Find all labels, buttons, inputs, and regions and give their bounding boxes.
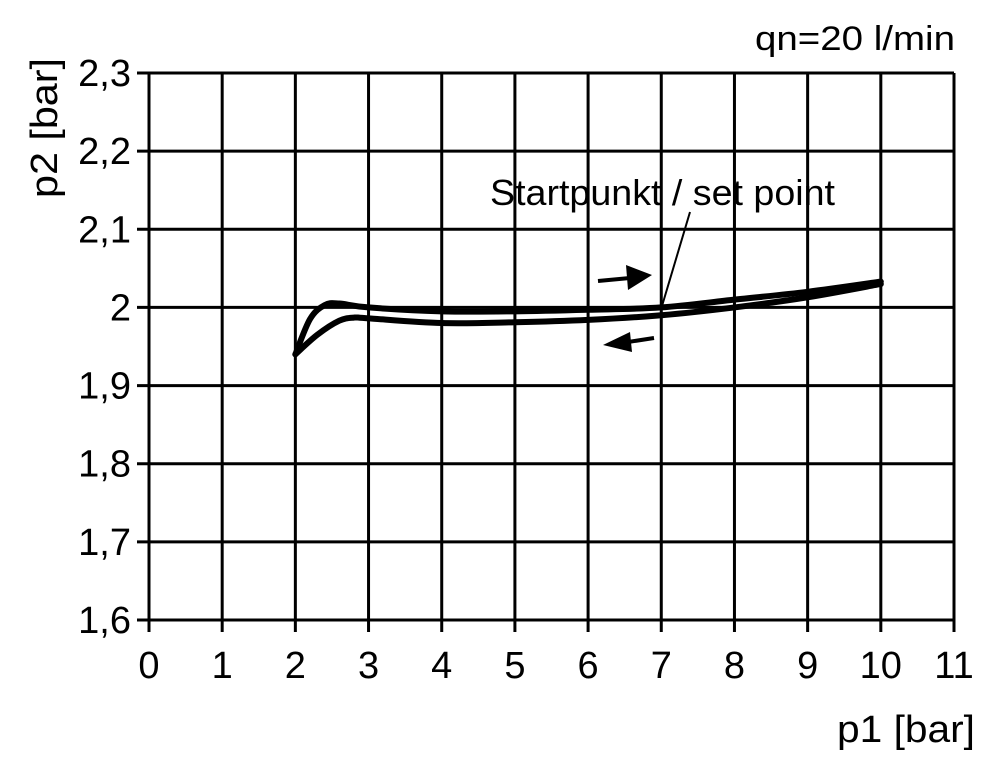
grid [137, 71, 956, 632]
set-point-leader-line [661, 211, 691, 307]
x-tick-label: 8 [724, 645, 745, 687]
series-group [292, 278, 884, 358]
tick-labels: 0 1 2 3 4 5 6 7 8 9 10 11 1,6 1,7 1,8 1,9 2 2,1 2,2 2,3 [78, 53, 974, 687]
y-tick-label: 1,9 [78, 366, 131, 408]
x-axis-label: p1 [bar] [837, 709, 975, 751]
y-tick-label: 2,3 [78, 53, 131, 95]
x-tick-label: 3 [358, 645, 379, 687]
y-tick-label: 1,7 [78, 522, 131, 564]
series-line-decreasing [292, 280, 884, 358]
x-tick-label: 4 [431, 645, 452, 687]
x-tick-label: 10 [860, 645, 902, 687]
arrow-right-icon [597, 265, 652, 290]
x-tick-label: 5 [504, 645, 525, 687]
x-tick-label: 9 [797, 645, 818, 687]
x-tick-label: 11 [934, 645, 973, 687]
y-tick-label: 2,2 [78, 131, 131, 173]
x-tick-label: 2 [285, 645, 306, 687]
top-right-annotation: qn=20 l/min [755, 20, 955, 58]
arrow-left-icon [603, 332, 655, 352]
series-line-increasing [292, 278, 884, 358]
x-tick-label: 0 [138, 645, 159, 687]
y-axis-label: p2 [bar] [24, 58, 66, 198]
x-tick-label: 7 [651, 645, 672, 687]
y-tick-label: 1,8 [78, 444, 131, 486]
y-tick-label: 2 [110, 287, 131, 329]
y-tick-label: 2,1 [78, 209, 131, 251]
y-tick-label: 1,6 [78, 600, 131, 642]
x-tick-label: 6 [578, 645, 599, 687]
x-tick-label: 1 [212, 645, 233, 687]
set-point-label: Startpunkt / set point [490, 172, 835, 213]
